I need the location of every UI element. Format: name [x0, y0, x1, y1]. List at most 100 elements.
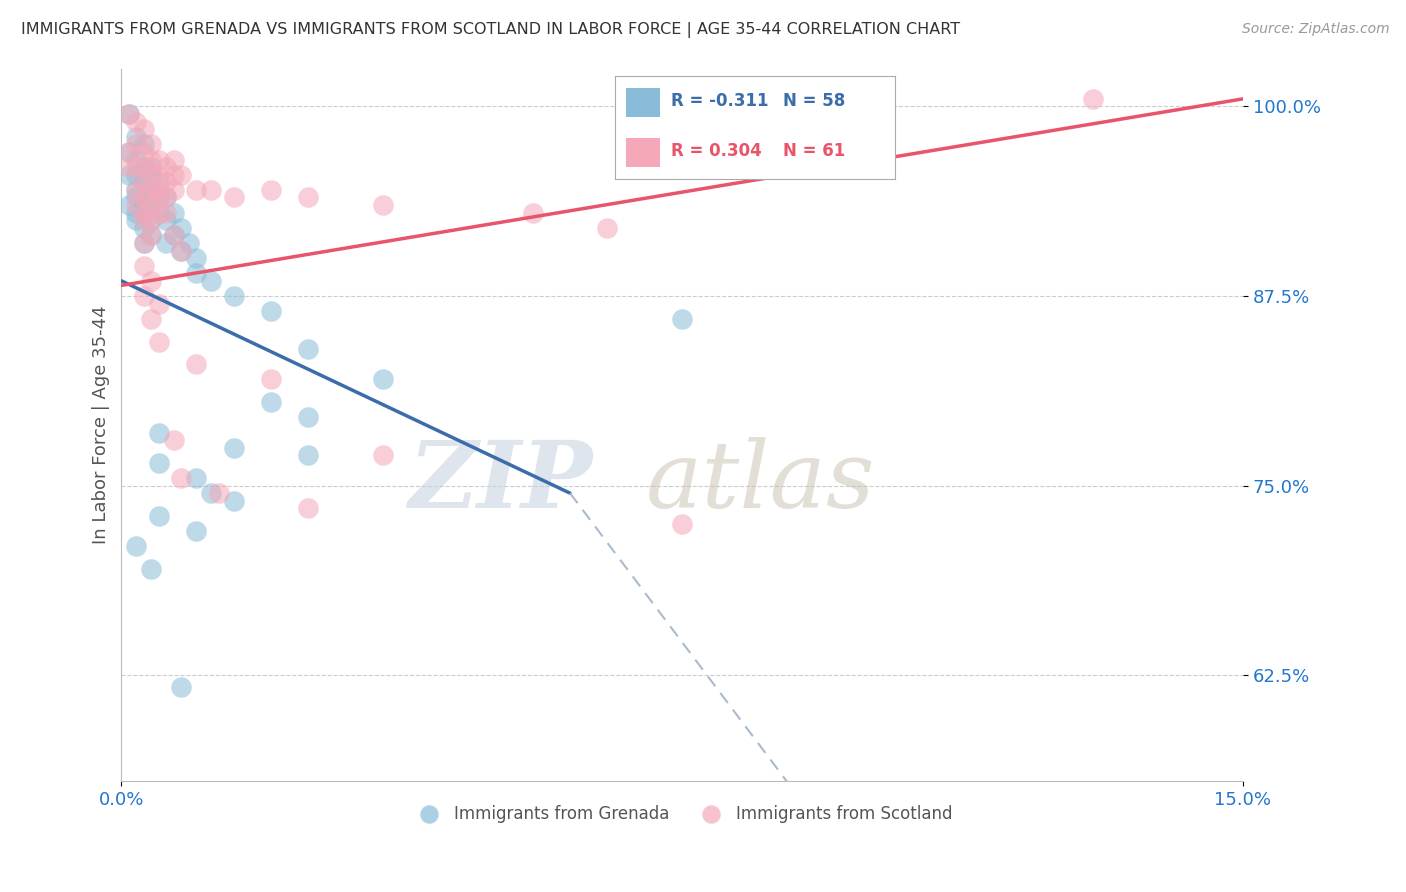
- Point: [125, 205, 148, 219]
- Point: [200, 486, 222, 500]
- Point: [155, 190, 177, 204]
- Point: [132, 160, 155, 174]
- Point: [297, 501, 319, 516]
- Point: [148, 508, 170, 523]
- Point: [148, 190, 170, 204]
- Point: [170, 681, 193, 695]
- Point: [141, 228, 163, 243]
- Point: [125, 160, 148, 174]
- Point: [141, 183, 163, 197]
- Point: [125, 153, 148, 167]
- Point: [148, 168, 170, 182]
- Point: [148, 205, 170, 219]
- Point: [132, 220, 155, 235]
- Point: [125, 129, 148, 144]
- Point: [125, 539, 148, 553]
- Point: [132, 145, 155, 159]
- Point: [170, 471, 193, 485]
- Point: [125, 198, 148, 212]
- Point: [132, 235, 155, 250]
- Point: [132, 259, 155, 273]
- Point: [132, 137, 155, 152]
- Point: [118, 145, 141, 159]
- Point: [118, 160, 141, 174]
- Point: [118, 107, 141, 121]
- Point: [148, 175, 170, 189]
- Point: [141, 213, 163, 227]
- Point: [155, 235, 177, 250]
- Point: [141, 168, 163, 182]
- Point: [163, 228, 186, 243]
- Point: [118, 168, 141, 182]
- Point: [163, 228, 186, 243]
- Point: [125, 190, 148, 204]
- Point: [148, 190, 170, 204]
- Point: [155, 205, 177, 219]
- Text: Source: ZipAtlas.com: Source: ZipAtlas.com: [1241, 22, 1389, 37]
- Point: [186, 183, 208, 197]
- Point: [141, 562, 163, 576]
- Point: [163, 205, 186, 219]
- Point: [132, 190, 155, 204]
- Point: [125, 183, 148, 197]
- Point: [170, 244, 193, 258]
- Point: [260, 395, 283, 409]
- Point: [148, 153, 170, 167]
- Point: [125, 168, 148, 182]
- Text: ZIP: ZIP: [408, 437, 592, 527]
- Point: [141, 311, 163, 326]
- Point: [148, 205, 170, 219]
- Point: [522, 205, 544, 219]
- Point: [155, 175, 177, 189]
- Point: [118, 107, 141, 121]
- Text: IMMIGRANTS FROM GRENADA VS IMMIGRANTS FROM SCOTLAND IN LABOR FORCE | AGE 35-44 C: IMMIGRANTS FROM GRENADA VS IMMIGRANTS FR…: [21, 22, 960, 38]
- Point: [297, 448, 319, 462]
- Point: [170, 220, 193, 235]
- Point: [297, 342, 319, 356]
- Point: [132, 122, 155, 136]
- Point: [125, 183, 148, 197]
- Point: [148, 183, 170, 197]
- Point: [148, 296, 170, 310]
- Point: [371, 198, 394, 212]
- Point: [141, 198, 163, 212]
- Point: [297, 190, 319, 204]
- Point: [132, 175, 155, 189]
- Point: [132, 198, 155, 212]
- Point: [141, 198, 163, 212]
- Legend: Immigrants from Grenada, Immigrants from Scotland: Immigrants from Grenada, Immigrants from…: [405, 798, 959, 830]
- Point: [260, 372, 283, 386]
- Point: [125, 114, 148, 128]
- Point: [141, 160, 163, 174]
- Point: [163, 183, 186, 197]
- Point: [132, 205, 155, 219]
- Point: [371, 448, 394, 462]
- Point: [148, 425, 170, 440]
- Point: [200, 274, 222, 288]
- Point: [222, 441, 245, 455]
- Point: [297, 410, 319, 425]
- Point: [163, 153, 186, 167]
- Point: [371, 372, 394, 386]
- Point: [132, 160, 155, 174]
- Point: [170, 168, 193, 182]
- Point: [170, 244, 193, 258]
- Point: [671, 516, 693, 531]
- Y-axis label: In Labor Force | Age 35-44: In Labor Force | Age 35-44: [93, 306, 110, 544]
- Point: [222, 493, 245, 508]
- Point: [148, 334, 170, 349]
- Point: [141, 228, 163, 243]
- Point: [1083, 92, 1105, 106]
- Point: [222, 190, 245, 204]
- Point: [671, 311, 693, 326]
- Point: [163, 433, 186, 447]
- Point: [186, 471, 208, 485]
- Point: [141, 183, 163, 197]
- Point: [155, 160, 177, 174]
- Point: [260, 304, 283, 318]
- Point: [177, 235, 200, 250]
- Point: [132, 190, 155, 204]
- Point: [186, 251, 208, 265]
- Point: [132, 175, 155, 189]
- Point: [186, 357, 208, 371]
